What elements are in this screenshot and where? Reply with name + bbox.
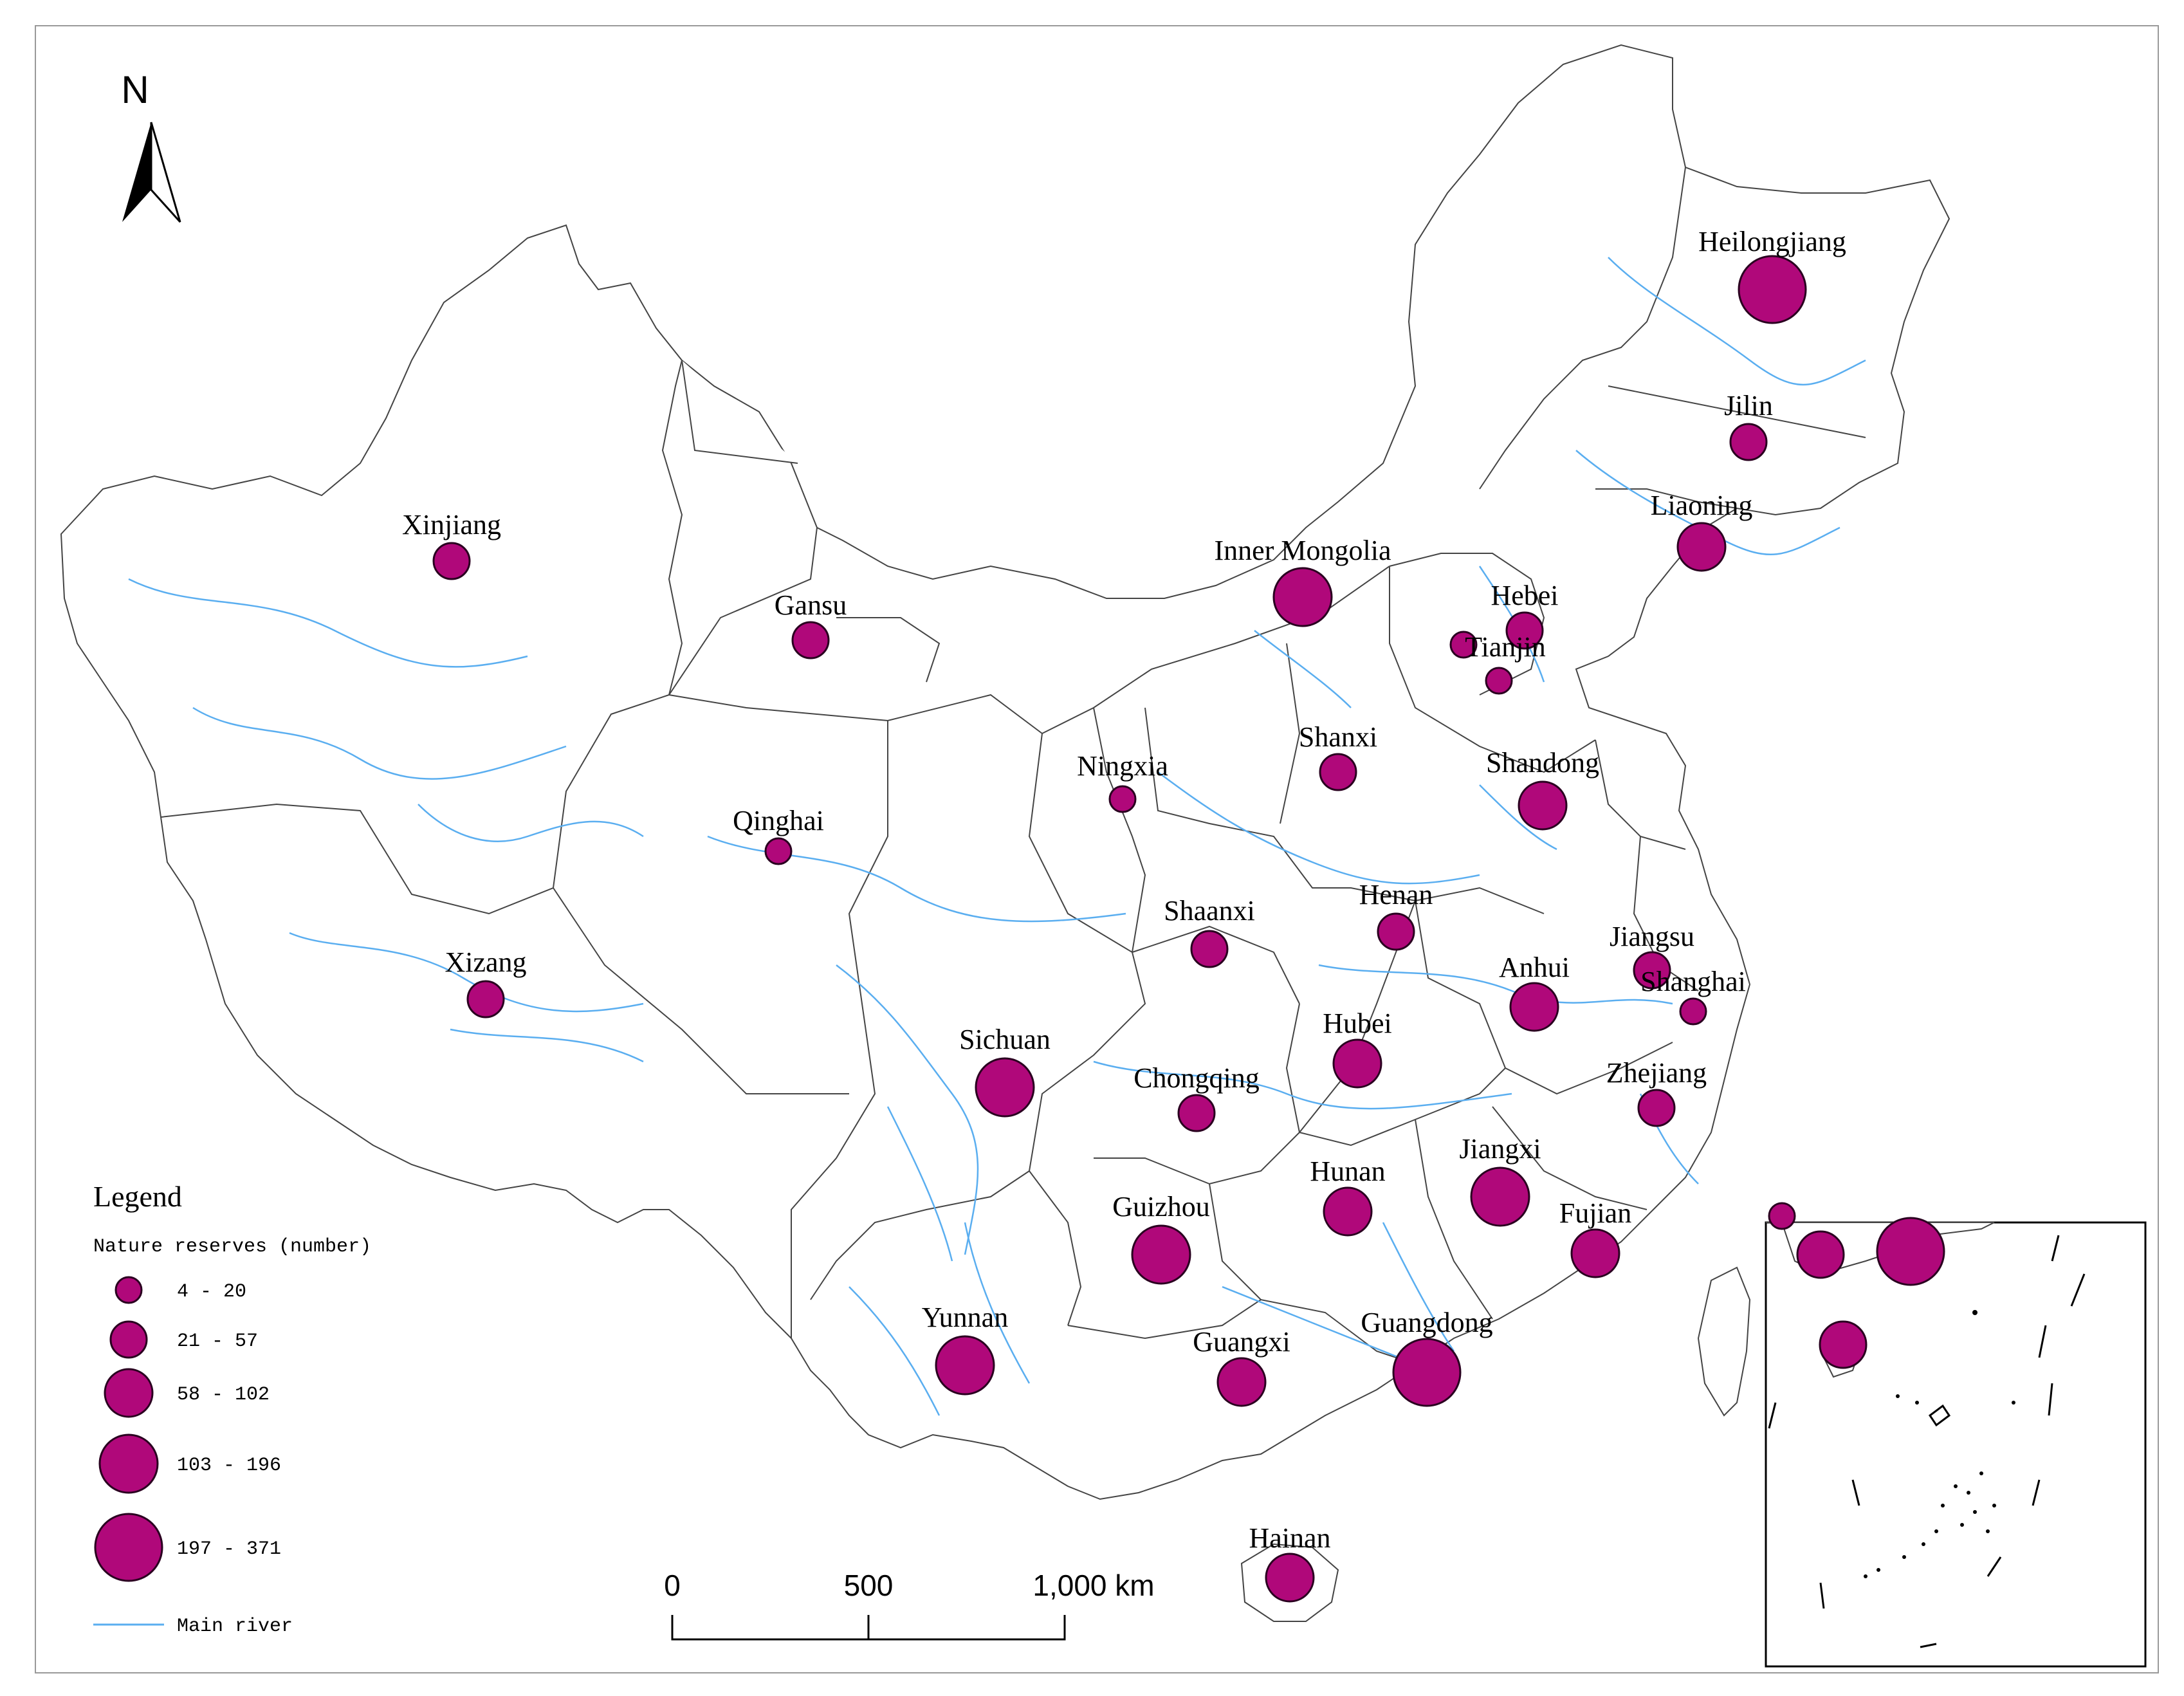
symbol-tianjin <box>1485 667 1513 695</box>
symbol-heilongjiang <box>1738 255 1807 324</box>
label-sichuan: Sichuan <box>959 1024 1051 1055</box>
label-shanghai: Shanghai <box>1640 966 1746 997</box>
symbol-qinghai <box>764 837 793 865</box>
scale-label-1000: 1,000 km <box>1032 1569 1154 1602</box>
label-hainan: Hainan <box>1249 1522 1330 1554</box>
legend-symbol-3 <box>104 1368 154 1418</box>
label-chongqing: Chongqing <box>1133 1062 1260 1094</box>
legend-title: Legend <box>93 1180 182 1213</box>
label-xizang: Xizang <box>445 946 526 978</box>
label-inner-mongolia: Inner Mongolia <box>1215 535 1391 566</box>
province-labels: Heilongjiang Jilin Liaoning Inner Mongolia H… <box>402 226 1846 1554</box>
north-arrow: N <box>121 68 181 223</box>
symbol-guangxi <box>1216 1357 1267 1407</box>
symbol-beijing <box>1449 631 1478 659</box>
symbol-hebei <box>1505 611 1544 650</box>
symbol-chongqing <box>1177 1094 1216 1132</box>
symbol-hainan <box>1265 1553 1315 1603</box>
label-shaanxi: Shaanxi <box>1164 895 1255 926</box>
legend-symbol-1 <box>115 1276 143 1304</box>
symbol-shanxi <box>1319 753 1357 791</box>
symbol-shanghai <box>1679 997 1707 1026</box>
scale-label-0: 0 <box>664 1569 681 1602</box>
north-arrow-icon <box>122 122 151 222</box>
symbol-shandong <box>1518 780 1568 831</box>
legend-river-label: Main river <box>177 1616 293 1637</box>
label-gansu: Gansu <box>775 589 847 621</box>
legend-class-2: 21 - 57 <box>177 1331 258 1352</box>
symbol-guangdong <box>1392 1338 1462 1407</box>
symbol-hubei <box>1332 1038 1382 1089</box>
label-jiangxi: Jiangxi <box>1459 1133 1541 1165</box>
scale-bar: 0 500 1,000 km <box>664 1569 1155 1641</box>
symbol-shaanxi <box>1190 930 1229 968</box>
south-china-sea-inset <box>1765 1221 2147 1668</box>
symbol-liaoning <box>1676 522 1727 572</box>
label-jiangsu: Jiangsu <box>1610 921 1694 952</box>
label-zhejiang: Zhejiang <box>1606 1057 1707 1089</box>
province-symbols <box>432 255 1807 1603</box>
label-shandong: Shandong <box>1486 747 1599 779</box>
label-hubei: Hubei <box>1323 1008 1392 1039</box>
label-hebei: Hebei <box>1491 580 1558 611</box>
symbol-fujian <box>1570 1228 1620 1278</box>
label-guizhou: Guizhou <box>1112 1191 1210 1222</box>
legend-subtitle: Nature reserves (number) <box>93 1236 371 1258</box>
label-henan: Henan <box>1359 879 1433 910</box>
label-tianjin: Tianjin <box>1465 631 1546 663</box>
symbol-hunan <box>1323 1186 1373 1237</box>
symbol-jiangxi <box>1470 1166 1530 1227</box>
symbol-xinjiang <box>432 542 471 580</box>
label-liaoning: Liaoning <box>1651 490 1753 521</box>
legend-symbol-2 <box>109 1320 148 1359</box>
symbol-ningxia <box>1108 785 1137 813</box>
symbol-yunnan <box>935 1335 995 1396</box>
label-guangxi: Guangxi <box>1193 1326 1290 1358</box>
inset-symbols <box>1768 1202 1945 1369</box>
label-qinghai: Qinghai <box>733 805 824 836</box>
label-heilongjiang: Heilongjiang <box>1698 226 1846 257</box>
symbol-anhui <box>1509 982 1559 1032</box>
legend-class-1: 4 - 20 <box>177 1281 246 1303</box>
symbol-henan <box>1377 912 1415 951</box>
label-hunan: Hunan <box>1310 1156 1385 1187</box>
legend-class-3: 58 - 102 <box>177 1384 270 1406</box>
label-shanxi: Shanxi <box>1299 721 1377 753</box>
symbol-inner-mongolia <box>1272 567 1333 627</box>
label-xinjiang: Xinjiang <box>402 509 501 540</box>
scale-label-500: 500 <box>844 1569 894 1602</box>
north-label: N <box>121 68 149 111</box>
symbol-jilin <box>1729 423 1768 461</box>
symbol-guizhou <box>1131 1224 1191 1285</box>
symbol-sichuan <box>975 1057 1035 1118</box>
label-ningxia: Ningxia <box>1077 750 1168 782</box>
label-yunnan: Yunnan <box>922 1302 1008 1333</box>
symbol-gansu <box>791 621 830 659</box>
legend: Legend Nature reserves (number) 4 - 20 2… <box>93 1180 371 1637</box>
symbol-xizang <box>466 980 505 1019</box>
legend-class-4: 103 - 196 <box>177 1455 281 1477</box>
label-fujian: Fujian <box>1559 1197 1631 1229</box>
label-jilin: Jilin <box>1724 390 1773 421</box>
legend-symbol-4 <box>98 1433 159 1494</box>
province-boundaries <box>60 44 1950 1622</box>
symbol-zhejiang <box>1637 1089 1676 1127</box>
legend-symbol-5 <box>94 1513 163 1582</box>
map-frame <box>35 25 2159 1673</box>
label-guangdong: Guangdong <box>1361 1307 1492 1338</box>
symbol-jiangsu <box>1633 951 1671 990</box>
legend-class-5: 197 - 371 <box>177 1538 281 1560</box>
label-anhui: Anhui <box>1499 952 1570 983</box>
